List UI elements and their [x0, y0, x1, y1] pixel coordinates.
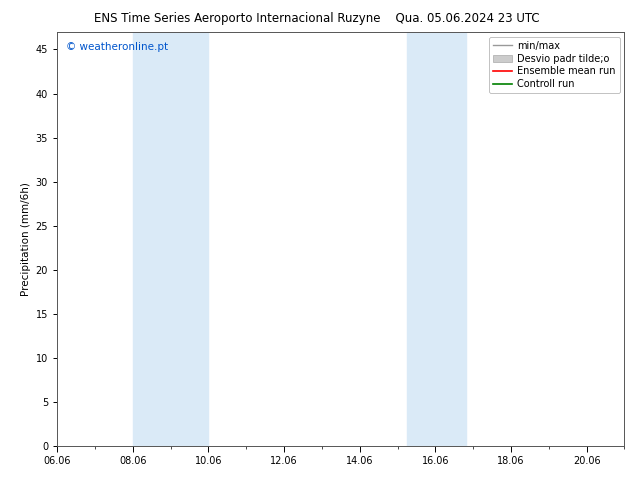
Legend: min/max, Desvio padr tilde;o, Ensemble mean run, Controll run: min/max, Desvio padr tilde;o, Ensemble m…	[489, 37, 619, 93]
Text: © weatheronline.pt: © weatheronline.pt	[65, 42, 168, 52]
Y-axis label: Precipitation (mm/6h): Precipitation (mm/6h)	[22, 182, 31, 296]
Text: ENS Time Series Aeroporto Internacional Ruzyne    Qua. 05.06.2024 23 UTC: ENS Time Series Aeroporto Internacional …	[94, 12, 540, 25]
Bar	[133, 32, 209, 446]
Bar	[406, 32, 467, 446]
